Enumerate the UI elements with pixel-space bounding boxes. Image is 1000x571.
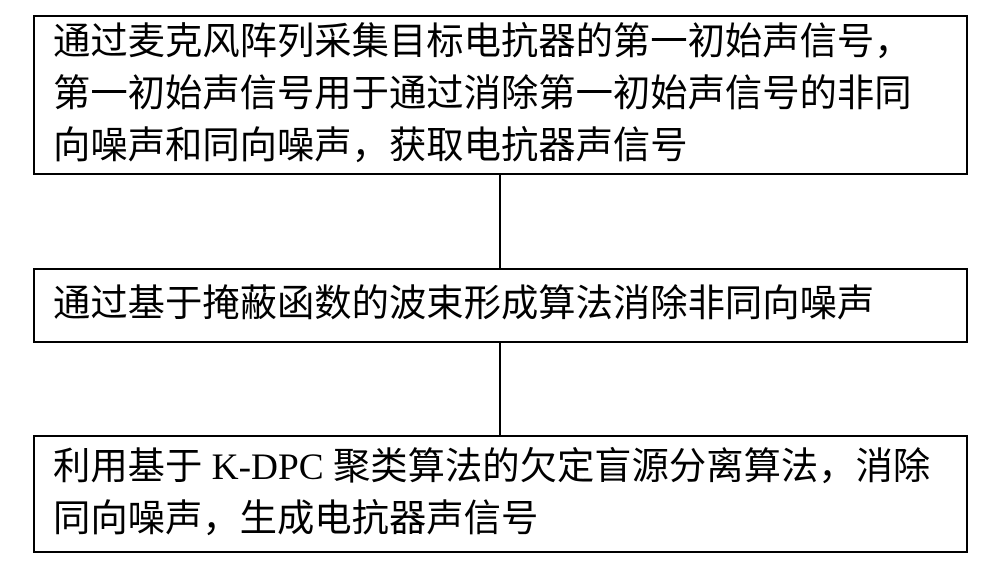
flowchart-node-1: 通过麦克风阵列采集目标电抗器的第一初始声信号，第一初始声信号用于通过消除第一初始…: [33, 15, 968, 175]
flowchart-canvas: 通过麦克风阵列采集目标电抗器的第一初始声信号，第一初始声信号用于通过消除第一初始…: [0, 0, 1000, 571]
flowchart-edge-1: [499, 175, 501, 268]
flowchart-node-2: 通过基于掩蔽函数的波束形成算法消除非同向噪声: [33, 268, 968, 343]
flowchart-node-3: 利用基于 K-DPC 聚类算法的欠定盲源分离算法，消除同向噪声，生成电抗器声信号: [33, 435, 968, 553]
flowchart-edge-2: [499, 343, 501, 435]
